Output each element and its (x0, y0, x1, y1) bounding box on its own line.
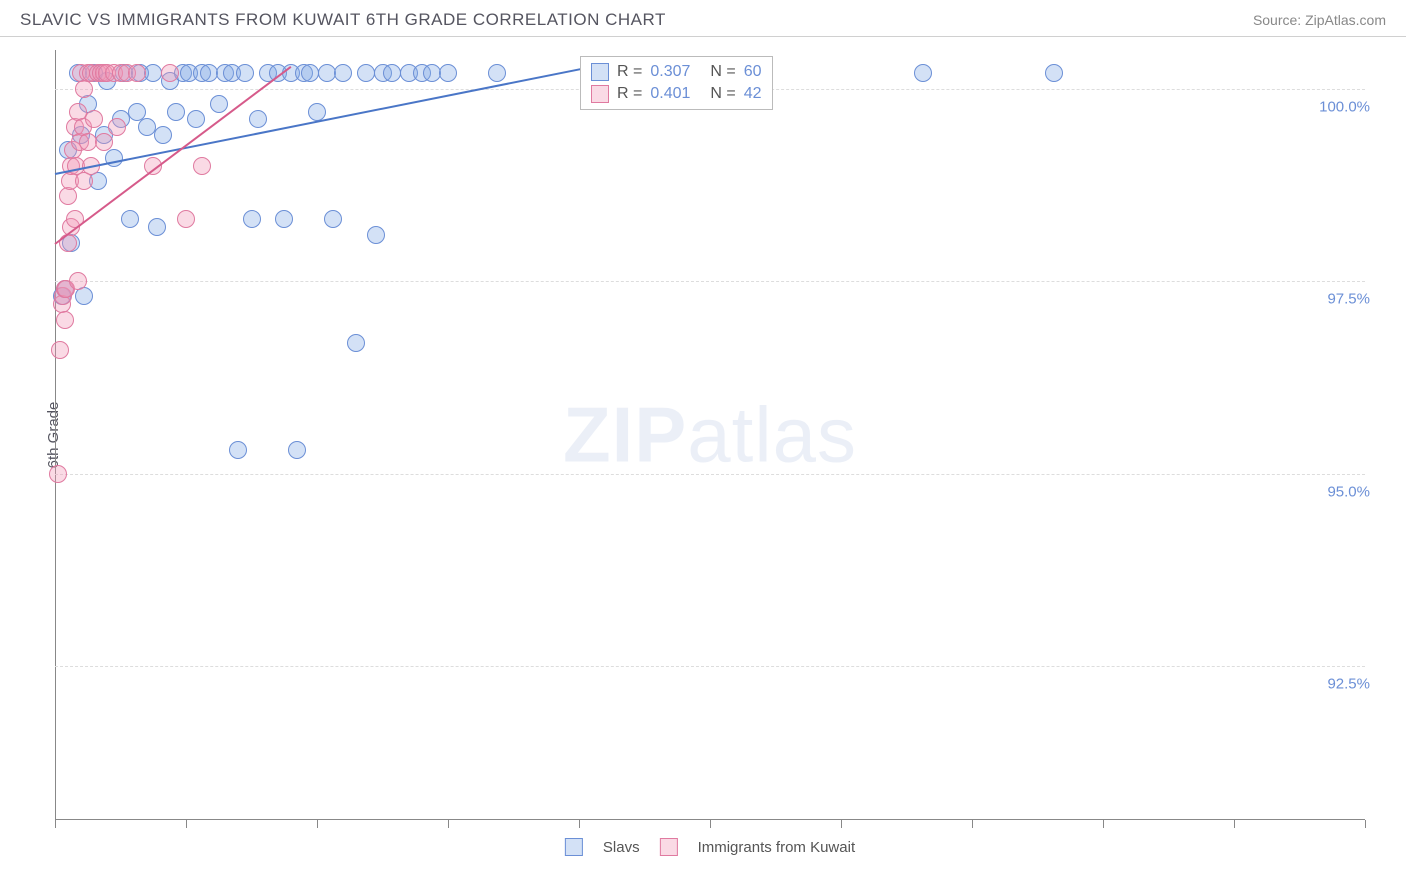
legend-r-label: R = (617, 63, 642, 81)
data-point (161, 64, 179, 82)
legend-n-label: N = (710, 63, 735, 81)
data-point (144, 64, 162, 82)
data-point (334, 64, 352, 82)
x-tick (1103, 820, 1104, 828)
data-point (79, 133, 97, 151)
data-point (56, 311, 74, 329)
data-point (275, 210, 293, 228)
chart-title: SLAVIC VS IMMIGRANTS FROM KUWAIT 6TH GRA… (20, 10, 666, 30)
watermark: ZIPatlas (563, 390, 857, 481)
data-point (128, 64, 146, 82)
data-point (69, 272, 87, 290)
chart-source: Source: ZipAtlas.com (1253, 12, 1386, 28)
x-tick (448, 820, 449, 828)
data-point (249, 110, 267, 128)
legend-r-value: 0.307 (650, 63, 690, 81)
x-tick (55, 820, 56, 828)
data-point (288, 441, 306, 459)
data-point (301, 64, 319, 82)
data-point (75, 80, 93, 98)
chart-header: SLAVIC VS IMMIGRANTS FROM KUWAIT 6TH GRA… (0, 0, 1406, 37)
legend-row: R = 0.401 N = 42 (591, 83, 762, 105)
data-point (347, 334, 365, 352)
data-point (59, 187, 77, 205)
legend-n-value: 60 (744, 63, 762, 81)
data-point (383, 64, 401, 82)
data-point (914, 64, 932, 82)
data-point (423, 64, 441, 82)
data-point (121, 210, 139, 228)
correlation-legend: R = 0.307 N = 60 R = 0.401 N = 42 (580, 56, 773, 110)
gridline-h (55, 666, 1365, 667)
x-tick (710, 820, 711, 828)
data-point (243, 210, 261, 228)
data-point (75, 287, 93, 305)
data-point (193, 157, 211, 175)
gridline-h (55, 281, 1365, 282)
data-point (187, 110, 205, 128)
legend-swatch (565, 838, 583, 856)
series-legend: Slavs Immigrants from Kuwait (565, 838, 855, 856)
data-point (49, 465, 67, 483)
legend-n-label: N = (710, 85, 735, 103)
data-point (488, 64, 506, 82)
legend-n-value: 42 (744, 85, 762, 103)
legend-r-value: 0.401 (650, 85, 690, 103)
x-tick (1234, 820, 1235, 828)
x-tick (579, 820, 580, 828)
data-point (177, 210, 195, 228)
legend-swatch (660, 838, 678, 856)
data-point (154, 126, 172, 144)
plot-region: ZIPatlas 92.5%95.0%97.5%100.0%R = 0.307N… (55, 50, 1365, 820)
data-point (167, 103, 185, 121)
y-tick-label: 95.0% (1327, 483, 1370, 500)
data-point (318, 64, 336, 82)
y-axis (55, 50, 56, 820)
data-point (308, 103, 326, 121)
data-point (51, 341, 69, 359)
data-point (357, 64, 375, 82)
data-point (324, 210, 342, 228)
x-tick (186, 820, 187, 828)
data-point (367, 226, 385, 244)
data-point (108, 118, 126, 136)
data-point (210, 95, 228, 113)
y-tick-label: 97.5% (1327, 291, 1370, 308)
data-point (1045, 64, 1063, 82)
y-tick-label: 100.0% (1319, 98, 1370, 115)
legend-row: R = 0.307 N = 60 (591, 61, 762, 83)
data-point (138, 118, 156, 136)
chart-area: 6th Grade ZIPatlas 92.5%95.0%97.5%100.0%… (40, 50, 1380, 820)
data-point (439, 64, 457, 82)
legend-series-label: Slavs (603, 839, 640, 856)
gridline-h (55, 474, 1365, 475)
legend-swatch (591, 63, 609, 81)
x-tick (317, 820, 318, 828)
legend-r-label: R = (617, 85, 642, 103)
x-tick (841, 820, 842, 828)
legend-swatch (591, 85, 609, 103)
y-tick-label: 92.5% (1327, 676, 1370, 693)
legend-series-label: Immigrants from Kuwait (698, 839, 856, 856)
x-tick (1365, 820, 1366, 828)
data-point (236, 64, 254, 82)
data-point (229, 441, 247, 459)
data-point (148, 218, 166, 236)
data-point (200, 64, 218, 82)
x-tick (972, 820, 973, 828)
